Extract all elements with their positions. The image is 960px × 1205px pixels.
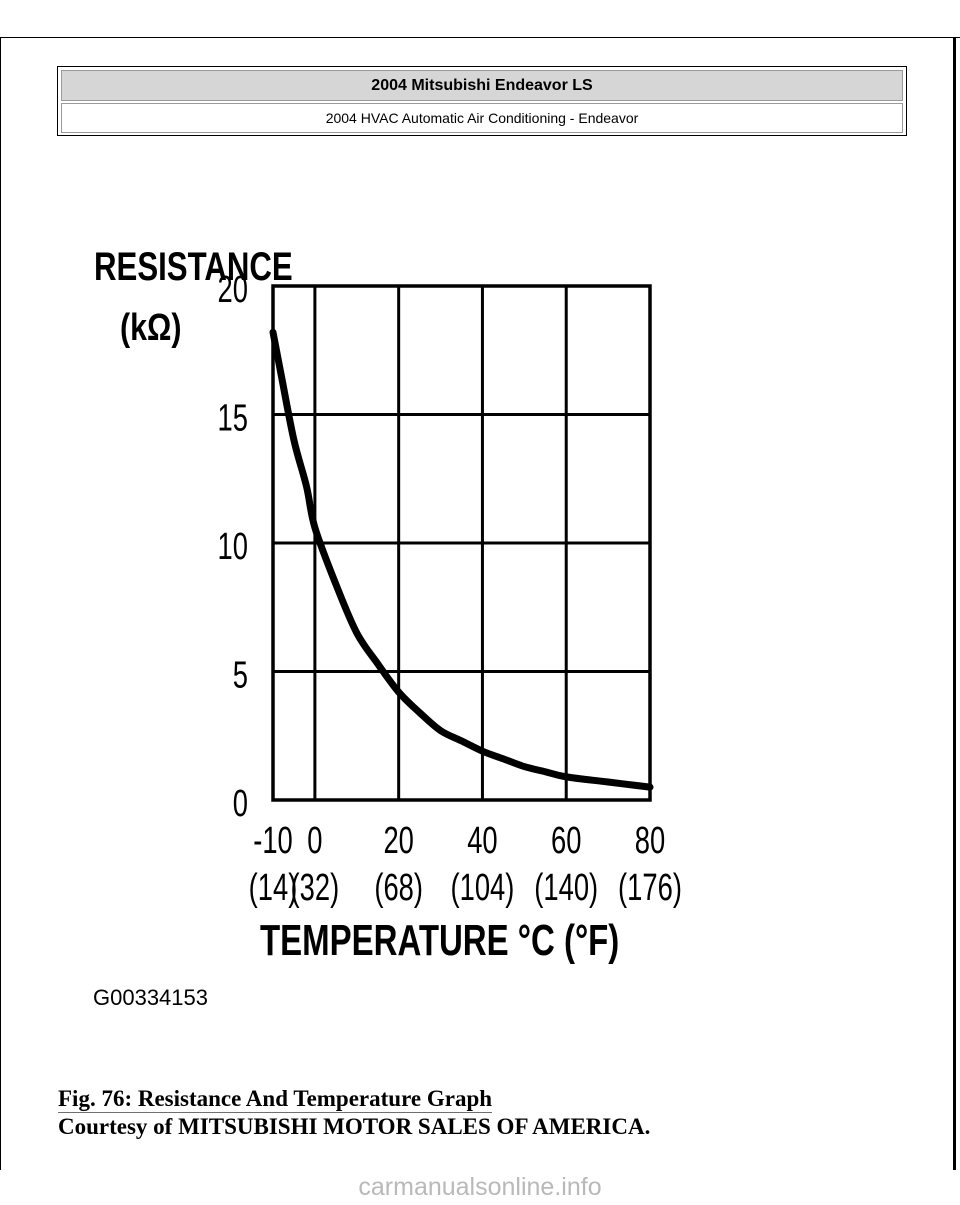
plot-border [271, 284, 652, 802]
x-tick-label-fahrenheit: (104) [451, 867, 515, 909]
x-tick-label: -10 [253, 820, 293, 862]
figure-caption: Fig. 76: Resistance And Temperature Grap… [58, 1085, 948, 1140]
chart-frame [271, 284, 652, 802]
y-tick-label: 10 [218, 526, 248, 568]
y-tick-label: 15 [218, 397, 248, 439]
x-tick-label: 80 [635, 820, 665, 862]
chart-grid [273, 284, 650, 800]
resistance-temperature-graph: 0 5 10 15 20 -10 (14)0 (32) 20 (68) 40 (104) 60 (140… [93, 244, 682, 1010]
x-tick-label-fahrenheit: (176) [618, 867, 682, 909]
x-tick-label-fahrenheit: (14) [249, 867, 298, 909]
page-frame-right [953, 37, 956, 1170]
x-tick-label-fahrenheit: (32) [291, 867, 340, 909]
x-tick-label: 40 [467, 820, 497, 862]
y-tick-label: 20 [218, 269, 248, 311]
x-tick-label: 60 [551, 820, 581, 862]
x-axis-title: TEMPERATURE °C (°F) [260, 917, 619, 966]
document-header: 2004 Mitsubishi Endeavor LS 2004 HVAC Au… [57, 66, 907, 136]
site-watermark: carmanualsonline.info [358, 1173, 602, 1201]
y-tick-labels: 0 5 10 15 20 [218, 269, 248, 825]
y-tick-label: 5 [233, 654, 248, 696]
figure-code: G00334153 [93, 985, 208, 1010]
x-tick-label: 0 [307, 820, 322, 862]
figure-caption-title: Fig. 76: Resistance And Temperature Grap… [58, 1086, 493, 1113]
x-tick-label-fahrenheit: (140) [534, 867, 598, 909]
x-tick-label: 20 [383, 820, 413, 862]
y-axis-unit: (kΩ) [120, 307, 182, 349]
page-frame-left [0, 37, 1, 1170]
x-tick-labels: -10 (14)0 (32) 20 (68) 40 (104) 60 (140) 80 (176) [249, 820, 682, 909]
resistance-curve [269, 328, 654, 791]
page-frame-top [0, 37, 960, 38]
figure-caption-credit: Courtesy of MITSUBISHI MOTOR SALES OF AM… [58, 1114, 651, 1139]
section-title: 2004 HVAC Automatic Air Conditioning - E… [61, 103, 903, 133]
vehicle-title: 2004 Mitsubishi Endeavor LS [61, 70, 903, 101]
x-tick-label-fahrenheit: (68) [374, 867, 423, 909]
y-tick-label: 0 [233, 783, 248, 825]
y-axis-title: RESISTANCE [94, 244, 293, 289]
